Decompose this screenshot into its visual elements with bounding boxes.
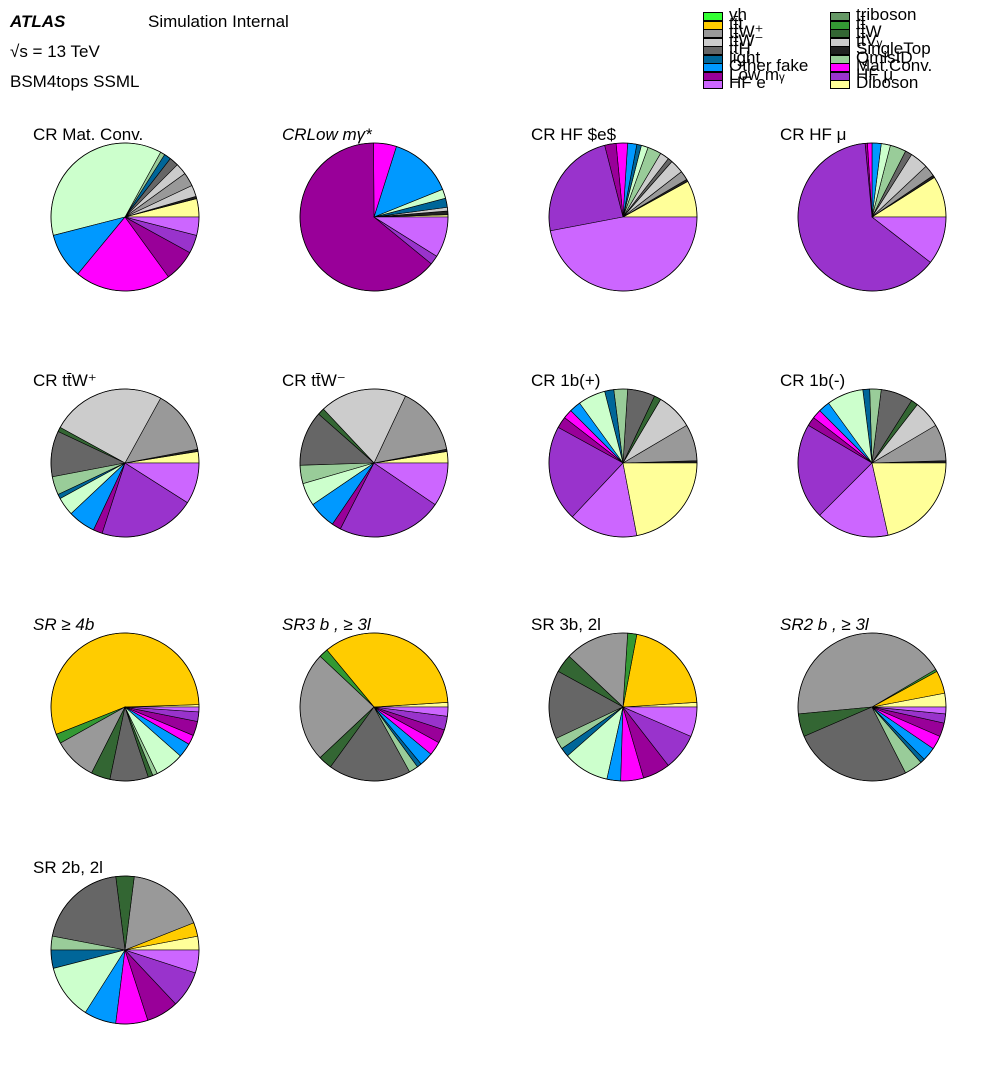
legend-label: tt̄Vᵧ — [856, 30, 883, 50]
legend-label: tt̄t — [729, 13, 744, 33]
atlas-label: ATLAS — [10, 12, 66, 31]
legend-label: Low mᵧ — [729, 64, 785, 84]
atlas-status-label: Simulation Internal — [148, 12, 289, 31]
pie-title: CR Mat. Conv. — [33, 125, 144, 144]
pie-chart — [797, 142, 947, 292]
pie-chart — [50, 388, 200, 538]
pie-chart — [797, 632, 947, 782]
pie-title: SR2 b , ≥ 3l — [780, 615, 869, 634]
pie-outline — [548, 388, 698, 538]
pie-slice — [549, 216, 698, 292]
pie-chart — [548, 632, 698, 782]
pie-chart — [299, 632, 449, 782]
pie-chart — [797, 388, 947, 538]
pie-chart — [50, 142, 200, 292]
pie-outline — [548, 142, 698, 292]
pie-outline — [797, 142, 947, 292]
pie-outline — [797, 632, 947, 782]
pie-title: SR ≥ 4b — [33, 615, 95, 634]
legend-label: Mat.Conv. — [856, 56, 933, 75]
pie-title: SR 3b, 2l — [531, 615, 601, 634]
pie-chart — [299, 142, 449, 292]
pie-outline — [50, 142, 200, 292]
legend-label: tt̄H — [729, 39, 751, 58]
pie-chart — [548, 388, 698, 538]
pie-title: CR tt̄W⁺ — [33, 371, 97, 390]
pie-title: SR 2b, 2l — [33, 858, 103, 877]
pie-outline — [50, 632, 200, 782]
energy-label: √s = 13 TeV — [10, 42, 100, 61]
pie-chart — [548, 142, 698, 292]
pie-outline — [548, 632, 698, 782]
pie-outline — [299, 632, 449, 782]
legend-label: Other fake — [729, 56, 809, 75]
legend-label: Diboson — [856, 73, 919, 92]
legend-label: triboson — [856, 5, 917, 24]
legend-label: tt̄W⁺ — [729, 22, 764, 41]
legend-label: vh — [729, 5, 747, 24]
pie-title: CR 1b(+) — [531, 371, 601, 390]
pie-chart — [299, 388, 449, 538]
pie-title: CR 1b(-) — [780, 371, 846, 390]
pie-title: CR HF μ — [780, 125, 847, 144]
legend-label: HF μ — [856, 64, 894, 84]
pie-outline — [797, 388, 947, 538]
pie-outline — [50, 875, 200, 1025]
legend-swatch — [830, 80, 850, 89]
legend-label: SingleTop — [856, 39, 931, 58]
pie-outline — [299, 142, 449, 292]
pie-chart — [50, 875, 200, 1025]
analysis-label: BSM4tops SSML — [10, 72, 140, 91]
pie-outline — [50, 388, 200, 538]
legend-label: tt̄W⁻ — [729, 30, 764, 50]
pie-title: CRLow mγ* — [282, 125, 372, 144]
pie-outline — [299, 388, 449, 538]
pie-chart — [50, 632, 200, 782]
legend-label: tt̄W — [856, 22, 882, 41]
pie-title: SR3 b , ≥ 3l — [282, 615, 371, 634]
legend-label: tt̄ — [856, 13, 866, 33]
legend-label: QmisID — [856, 47, 913, 67]
pie-title: CR HF $e$ — [531, 125, 617, 144]
legend: vh tt̄t tt̄W⁺ tt̄W⁻ tt̄H light Other fake Low m… — [0, 0, 996, 100]
legend-label: light — [729, 47, 761, 67]
pie-title: CR tt̄W⁻ — [282, 371, 346, 390]
legend-label: HF e — [729, 73, 766, 92]
legend-swatch — [703, 80, 723, 89]
